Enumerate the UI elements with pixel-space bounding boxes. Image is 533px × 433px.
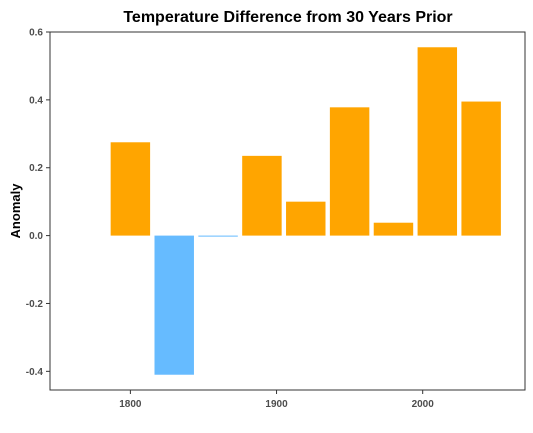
bar-2010 xyxy=(417,47,458,236)
bar-1830 xyxy=(154,235,194,375)
y-axis-label: Anomaly xyxy=(8,183,23,239)
y-tick-label: 0.6 xyxy=(29,28,43,39)
y-tick-label: -0.2 xyxy=(26,299,44,310)
chart-title: Temperature Difference from 30 Years Pri… xyxy=(123,9,452,26)
y-tick-label: -0.4 xyxy=(26,367,44,378)
bars-group xyxy=(110,47,501,375)
plot-panel-border xyxy=(49,31,526,391)
y-tick-label: 0.0 xyxy=(29,231,43,242)
x-tick-label: 2000 xyxy=(412,399,435,410)
y-tick-label: 0.4 xyxy=(29,95,43,106)
bar-1920 xyxy=(286,201,326,236)
x-axis-ticks: 1800 1900 2000 xyxy=(119,390,434,410)
bar-2040 xyxy=(461,101,501,236)
x-tick-label: 1800 xyxy=(119,399,142,410)
x-tick-label: 1900 xyxy=(265,399,288,410)
bar-1890 xyxy=(242,155,282,236)
bar-1950 xyxy=(329,107,370,236)
bar-1860 xyxy=(198,235,238,237)
bar-1800 xyxy=(110,142,151,236)
bar-1980 xyxy=(373,222,414,236)
y-axis-ticks: -0.4 -0.2 0.0 0.2 0.4 0.6 xyxy=(26,28,50,378)
y-tick-label: 0.2 xyxy=(29,163,43,174)
